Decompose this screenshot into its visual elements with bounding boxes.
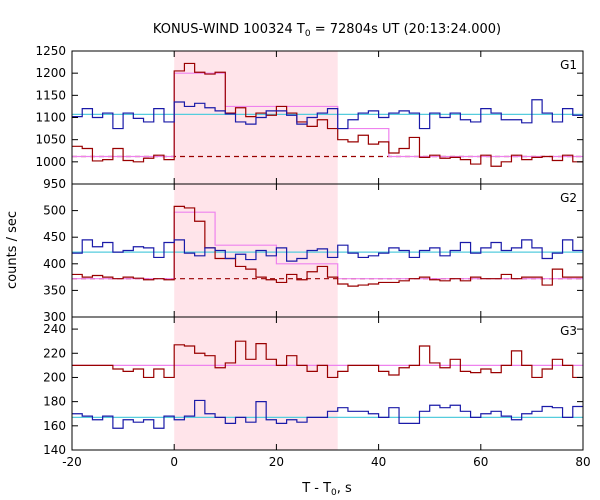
shaded-interval [174, 317, 338, 450]
x-tick-label: 40 [371, 455, 386, 469]
y-axis-label: counts / sec [5, 211, 20, 289]
y-tick-label: 450 [43, 230, 66, 244]
y-tick-label: 300 [43, 310, 66, 324]
series-blue-step [72, 239, 583, 262]
y-tick-label: 350 [43, 283, 66, 297]
panel-label: G3 [560, 324, 577, 338]
y-tick-label: 160 [43, 419, 66, 433]
y-tick-label: 220 [43, 346, 66, 360]
series-blue-step [72, 399, 583, 429]
y-tick-label: 1150 [35, 88, 66, 102]
y-tick-label: 1050 [35, 133, 66, 147]
x-tick-label: 20 [269, 455, 284, 469]
series-red-step [72, 205, 583, 287]
chart-title: KONUS-WIND 100324 T0 = 72804s UT (20:13:… [153, 22, 501, 39]
series-blue-step [72, 99, 583, 130]
chart-title-rest: = 72804s UT (20:13:24.000) [311, 22, 501, 37]
y-tick-label: 140 [43, 443, 66, 457]
x-tick-label: 60 [473, 455, 488, 469]
y-tick-label: 1000 [35, 155, 66, 169]
panel-g3: 140 160 180 200 220 240 -20 0 20 40 60 80 G3 [43, 316, 591, 469]
y-tick-label: 500 [43, 204, 66, 218]
series-red-step [72, 62, 583, 167]
y-tick-label: 180 [43, 395, 66, 409]
y-tick-label: 1100 [35, 111, 66, 125]
chart-title-sub: 0 [305, 29, 311, 39]
y-tick-label: 240 [43, 322, 66, 336]
x-axis-label-main: T - T [301, 481, 331, 496]
x-axis-label-rest: , s [337, 481, 352, 496]
x-axis-label-sub: 0 [331, 488, 337, 498]
chart-title-main: KONUS-WIND 100324 T [153, 22, 305, 37]
panel-g1: 950 1000 1050 1100 1150 1200 1250 G1 [35, 44, 584, 191]
x-tick-label: 80 [575, 455, 590, 469]
panel-label: G2 [560, 191, 577, 205]
y-tick-label: 950 [43, 177, 66, 191]
y-tick-label: 200 [43, 370, 66, 384]
panel-label: G1 [560, 58, 577, 72]
y-tick-label: 1200 [35, 66, 66, 80]
x-axis-label: T - T0, s [301, 481, 352, 498]
y-tick-label: 1250 [35, 44, 66, 58]
panel-frame [71, 316, 584, 451]
x-tick-label: -20 [62, 455, 82, 469]
panel-g2: 300 350 400 450 500 G2 [43, 183, 584, 324]
x-tick-label: 0 [170, 455, 178, 469]
series-red-step [72, 340, 583, 379]
panels: 950100010501100115012001250G130035040045… [35, 44, 590, 469]
y-tick-label: 400 [43, 257, 66, 271]
